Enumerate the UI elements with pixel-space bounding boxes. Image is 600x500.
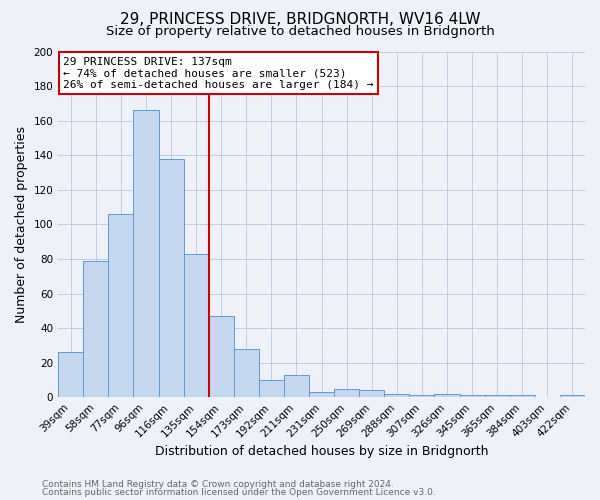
Bar (259, 380, 284, 397)
Text: 29 PRINCESS DRIVE: 137sqm
← 74% of detached houses are smaller (523)
26% of semi: 29 PRINCESS DRIVE: 137sqm ← 74% of detac… (64, 56, 374, 90)
Bar (83, 260, 109, 397)
Bar (209, 316, 234, 397)
Bar (284, 375, 309, 397)
Bar (359, 390, 385, 397)
Text: Contains HM Land Registry data © Crown copyright and database right 2024.: Contains HM Land Registry data © Crown c… (42, 480, 394, 489)
Bar (385, 394, 409, 397)
Text: Contains public sector information licensed under the Open Government Licence v3: Contains public sector information licen… (42, 488, 436, 497)
Text: Size of property relative to detached houses in Bridgnorth: Size of property relative to detached ho… (106, 25, 494, 38)
Bar (133, 110, 158, 397)
Bar (309, 392, 334, 397)
Bar (334, 388, 359, 397)
Bar (485, 396, 510, 397)
Bar (510, 396, 535, 397)
Bar (158, 158, 184, 397)
Bar (234, 349, 259, 397)
Text: 29, PRINCESS DRIVE, BRIDGNORTH, WV16 4LW: 29, PRINCESS DRIVE, BRIDGNORTH, WV16 4LW (120, 12, 480, 28)
Y-axis label: Number of detached properties: Number of detached properties (15, 126, 28, 323)
Bar (434, 394, 460, 397)
Bar (409, 396, 434, 397)
Bar (184, 254, 209, 397)
Bar (109, 214, 133, 397)
X-axis label: Distribution of detached houses by size in Bridgnorth: Distribution of detached houses by size … (155, 444, 488, 458)
Bar (560, 396, 585, 397)
Bar (58, 352, 83, 397)
Bar (460, 396, 485, 397)
